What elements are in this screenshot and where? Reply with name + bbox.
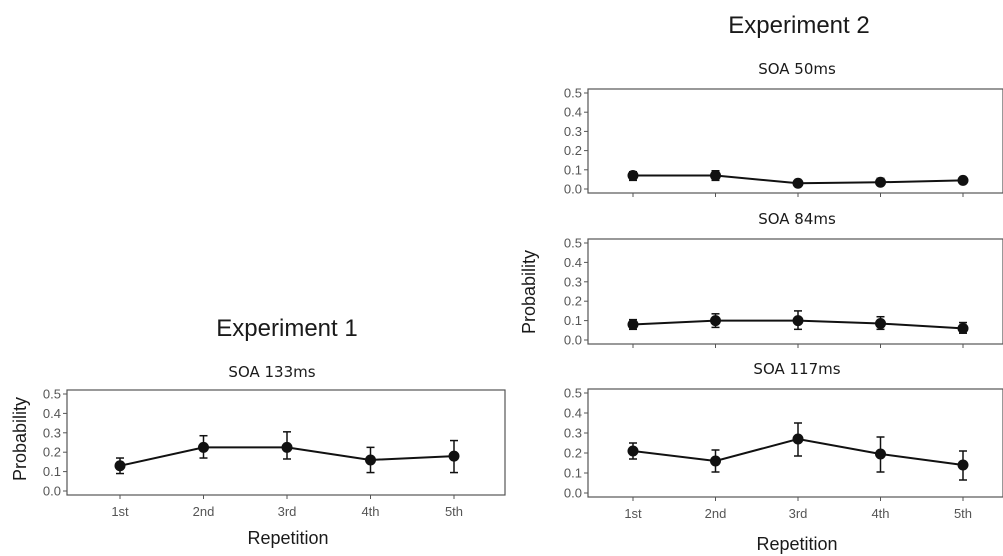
- y-tick-label: 0.5: [43, 387, 61, 402]
- x-axis-title-experiment-2: Repetition: [756, 534, 837, 554]
- y-tick-label: 0.4: [564, 105, 582, 120]
- panel-soa-133: 0.0 0.1 0.2 0.3 0.4 0.5 1st 2nd 3rd 4th 5th: [43, 387, 506, 519]
- y-axis-title-experiment-2: Probability: [519, 250, 539, 334]
- data-point: [957, 459, 969, 471]
- data-point: [198, 441, 209, 453]
- data-point: [627, 170, 639, 182]
- panel-soa-50: 0.0 0.1 0.2 0.3 0.4 0.5: [564, 86, 1003, 197]
- y-tick-label: 0.4: [564, 406, 582, 421]
- data-point: [281, 441, 293, 453]
- panel-title-soa-133: SOA 133ms: [228, 363, 315, 381]
- data-point: [792, 177, 804, 189]
- data-point: [875, 448, 886, 460]
- data-point: [875, 176, 886, 188]
- data-point: [710, 455, 721, 467]
- x-tick-label: 3rd: [278, 504, 297, 519]
- x-tick-label: 5th: [445, 504, 463, 519]
- y-tick-label: 0.2: [43, 445, 61, 460]
- y-tick-label: 0.3: [43, 425, 61, 440]
- x-tick-label: 5th: [954, 506, 972, 521]
- experiment-1-title: Experiment 1: [216, 315, 357, 342]
- plot-frame: [587, 88, 1003, 194]
- y-tick-label: 0.1: [564, 466, 582, 481]
- plot-frame: [587, 388, 1003, 498]
- y-tick-label: 0.1: [564, 162, 582, 177]
- y-tick-label: 0.3: [564, 426, 582, 441]
- y-tick-label: 0.0: [564, 486, 582, 501]
- y-tick-label: 0.3: [564, 124, 582, 139]
- y-tick-label: 0.3: [564, 274, 582, 289]
- y-tick-label: 0.2: [564, 446, 582, 461]
- y-tick-label: 0.0: [43, 484, 61, 499]
- y-tick-label: 0.1: [43, 464, 61, 479]
- y-tick-label: 0.1: [564, 313, 582, 328]
- data-point: [365, 454, 376, 466]
- y-tick-label: 0.5: [564, 236, 582, 251]
- data-point: [710, 315, 721, 327]
- panel-title-soa-50: SOA 50ms: [758, 60, 836, 78]
- x-tick-label: 2nd: [193, 504, 215, 519]
- y-tick-label: 0.5: [564, 86, 582, 101]
- experiment-2-title: Experiment 2: [728, 12, 869, 39]
- x-tick-label: 3rd: [789, 506, 808, 521]
- data-point: [957, 322, 969, 334]
- data-point: [114, 460, 126, 472]
- data-point: [875, 318, 886, 330]
- y-tick-label: 0.0: [564, 182, 582, 197]
- data-point: [957, 174, 969, 186]
- x-axis-title-experiment-1: Repetition: [247, 528, 328, 548]
- panel-title-soa-117: SOA 117ms: [753, 360, 840, 378]
- data-point: [710, 170, 721, 182]
- y-tick-label: 0.5: [564, 386, 582, 401]
- x-tick-label: 4th: [361, 504, 379, 519]
- y-tick-label: 0.4: [43, 406, 61, 421]
- y-tick-label: 0.4: [564, 255, 582, 270]
- panel-soa-84: 0.0 0.1 0.2 0.3 0.4 0.5: [564, 236, 1003, 348]
- x-tick-label: 1st: [111, 504, 129, 519]
- y-axis-title-experiment-1: Probability: [10, 397, 30, 481]
- data-point: [627, 445, 639, 457]
- data-point: [792, 433, 804, 445]
- y-tick-label: 0.0: [564, 333, 582, 348]
- x-tick-label: 1st: [624, 506, 642, 521]
- data-point: [627, 318, 639, 330]
- y-tick-label: 0.2: [564, 294, 582, 309]
- panel-soa-117: 0.0 0.1 0.2 0.3 0.4 0.5 1st 2nd 3rd 4th 5th: [564, 386, 1003, 521]
- panel-title-soa-84: SOA 84ms: [758, 210, 836, 228]
- x-tick-label: 2nd: [705, 506, 727, 521]
- y-tick-label: 0.2: [564, 143, 582, 158]
- plot-frame: [587, 238, 1003, 345]
- plot-frame: [66, 389, 506, 496]
- data-point: [448, 450, 460, 462]
- x-tick-label: 4th: [871, 506, 889, 521]
- data-point: [792, 315, 804, 327]
